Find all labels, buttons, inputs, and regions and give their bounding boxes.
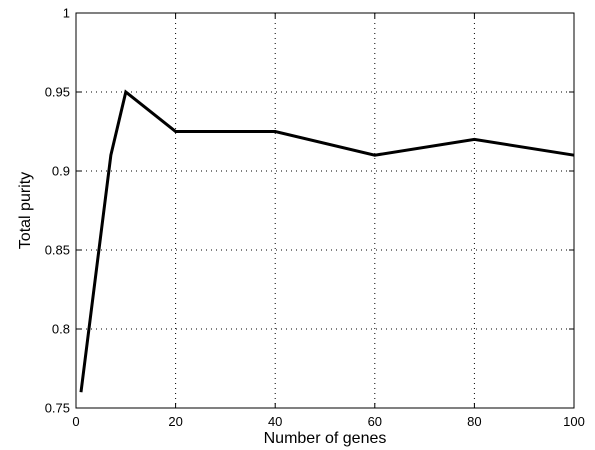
y-tick-label: 0.85 — [45, 243, 70, 258]
x-tick-label: 100 — [563, 414, 585, 429]
x-tick-label: 20 — [168, 414, 182, 429]
series-group — [79, 89, 575, 393]
x-tick-label: 0 — [72, 414, 79, 429]
y-tick-labels: 0.75 0.8 0.85 0.9 0.95 1 — [45, 6, 70, 416]
x-tick-label: 80 — [467, 414, 481, 429]
series-line — [79, 89, 575, 393]
y-tick-label: 1 — [63, 6, 70, 21]
y-tick-label: 0.75 — [45, 401, 70, 416]
x-tick-labels: 0 20 40 60 80 100 — [72, 414, 584, 429]
x-tick-label: 40 — [268, 414, 282, 429]
x-axis-label: Number of genes — [264, 430, 387, 447]
y-tick-label: 0.95 — [45, 85, 70, 100]
plot-frame — [75, 12, 575, 409]
axis-ticks — [75, 12, 575, 409]
y-tick-label: 0.8 — [52, 322, 70, 337]
x-tick-label: 60 — [368, 414, 382, 429]
grid — [76, 13, 574, 408]
y-axis-label: Total purity — [17, 172, 34, 249]
y-tick-label: 0.9 — [52, 164, 70, 179]
